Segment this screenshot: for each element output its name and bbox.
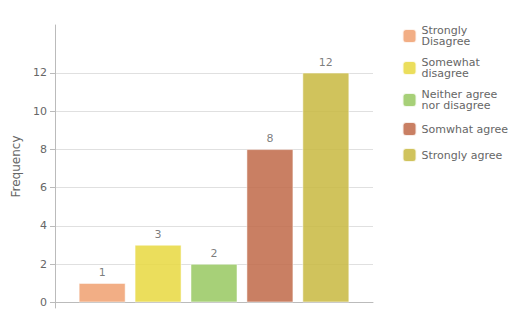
svg-text:Frequency: Frequency xyxy=(9,136,23,198)
svg-text:12: 12 xyxy=(319,56,333,69)
svg-text:10: 10 xyxy=(33,105,47,118)
svg-text:2: 2 xyxy=(211,247,218,260)
svg-text:disagree: disagree xyxy=(422,67,470,80)
svg-text:nor disagree: nor disagree xyxy=(422,99,491,112)
svg-text:Strongly agree: Strongly agree xyxy=(422,149,503,162)
svg-text:12: 12 xyxy=(33,66,47,79)
svg-text:2: 2 xyxy=(40,258,47,271)
svg-text:Strongly: Strongly xyxy=(421,24,468,37)
svg-text:4: 4 xyxy=(40,219,47,232)
svg-text:8: 8 xyxy=(40,143,47,156)
svg-text:8: 8 xyxy=(266,132,273,145)
svg-text:0: 0 xyxy=(40,296,47,309)
svg-text:Somwhat agree: Somwhat agree xyxy=(422,123,509,136)
svg-text:Disagree: Disagree xyxy=(422,35,471,48)
svg-text:Somewhat: Somewhat xyxy=(421,56,480,69)
svg-text:1: 1 xyxy=(99,266,106,279)
svg-text:3: 3 xyxy=(155,228,162,241)
svg-text:Neither agree: Neither agree xyxy=(421,88,498,101)
svg-text:6: 6 xyxy=(40,181,47,194)
